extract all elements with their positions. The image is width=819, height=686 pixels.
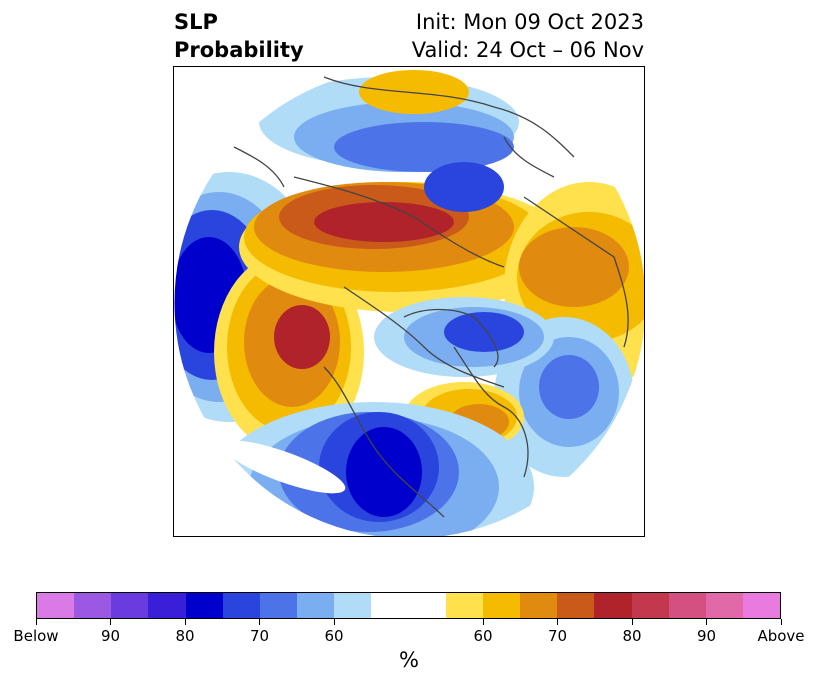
colorbar-segment [148, 593, 186, 618]
colorbar-unit: % [399, 648, 419, 672]
colorbar-tick-label: 90 [100, 627, 121, 645]
colorbar-tick [706, 619, 707, 625]
colorbar-segment [594, 593, 632, 618]
colorbar-tick [259, 619, 260, 625]
colorbar-tick-label: 60 [324, 627, 344, 645]
colorbar-tick [110, 619, 111, 625]
colorbar-segment [371, 593, 409, 618]
colorbar-tick [780, 619, 782, 625]
colorbar-segment [185, 593, 223, 618]
valid-range: Valid: 24 Oct – 06 Nov [411, 38, 644, 62]
colorbar-segment [482, 593, 521, 618]
colorbar-segment [742, 593, 781, 618]
title-variable: SLP [174, 10, 218, 34]
chart-dates: Init: Mon 09 Oct 2023 Valid: 24 Oct – 06… [412, 8, 644, 64]
colorbar-tick-label: 90 [696, 627, 717, 645]
colorbar-segment [334, 593, 372, 618]
colorbar-segment [557, 593, 595, 618]
colorbar-segment [222, 593, 260, 618]
colorbar-tick-label: Above [757, 627, 805, 645]
colorbar-segment [111, 593, 149, 618]
colorbar-segment [408, 593, 446, 618]
colorbar-segment [297, 593, 335, 618]
chart-title: SLP Probability [174, 8, 304, 64]
map-canvas [174, 67, 644, 536]
title-metric: Probability [174, 38, 304, 62]
colorbar-tick-label: 70 [249, 627, 270, 645]
colorbar-tick [184, 619, 186, 625]
shading-layer [174, 67, 644, 536]
colorbar-segment [520, 593, 558, 618]
init-date: Init: Mon 09 Oct 2023 [415, 10, 644, 34]
colorbar-segment [631, 593, 669, 618]
colorbar-segment [259, 593, 298, 618]
colorbar [36, 592, 781, 619]
colorbar-tick [35, 619, 37, 625]
colorbar-tick-label: Below [13, 627, 59, 645]
colorbar-tick-label: 80 [175, 627, 195, 645]
colorbar-tick [631, 619, 633, 625]
coastlines [233, 76, 629, 518]
colorbar-segment [668, 593, 706, 618]
colorbar-segment [74, 593, 112, 618]
colorbar-tick [333, 619, 335, 625]
colorbar-tick-label: 70 [547, 627, 568, 645]
colorbar-tick-label: 60 [473, 627, 493, 645]
colorbar-tick [482, 619, 484, 625]
probability-map [173, 66, 645, 537]
colorbar-tick [557, 619, 558, 625]
colorbar-segment [705, 593, 743, 618]
colorbar-tick-label: 80 [622, 627, 642, 645]
colorbar-segment [445, 593, 483, 618]
colorbar-segment [37, 593, 75, 618]
